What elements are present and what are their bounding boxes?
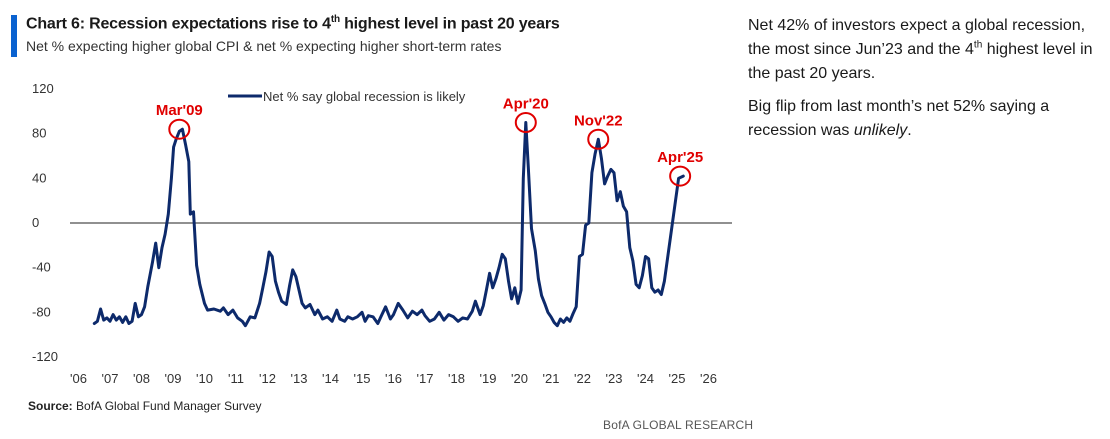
y-tick-label: 120 bbox=[32, 81, 54, 96]
peak-label: Apr'20 bbox=[503, 96, 549, 113]
chart-title: Chart 6: Recession expectations rise to … bbox=[26, 14, 560, 33]
x-tick-label: '13 bbox=[291, 371, 308, 386]
y-tick-label: -120 bbox=[32, 349, 58, 364]
commentary-paragraph-1: Net 42% of investors expect a global rec… bbox=[748, 17, 1093, 82]
x-tick-label: '11 bbox=[228, 371, 244, 386]
x-tick-label: '25 bbox=[669, 371, 686, 386]
x-tick-label: '14 bbox=[322, 371, 339, 386]
y-tick-label: -80 bbox=[32, 304, 51, 319]
peak-circle bbox=[514, 112, 537, 133]
x-tick-label: '24 bbox=[637, 371, 654, 386]
x-tick-label: '20 bbox=[511, 371, 528, 386]
peak-circle bbox=[587, 128, 610, 150]
x-tick-label: '22 bbox=[574, 371, 591, 386]
x-tick-label: '10 bbox=[196, 371, 213, 386]
x-tick-label: '16 bbox=[385, 371, 402, 386]
title-accent-bar bbox=[11, 15, 17, 57]
x-tick-label: '07 bbox=[102, 371, 119, 386]
y-tick-label: 0 bbox=[32, 215, 39, 230]
commentary-paragraph-2: Big flip from last month’s net 52% sayin… bbox=[748, 98, 1050, 139]
peak-label: Mar'09 bbox=[156, 102, 203, 119]
x-tick-label: '21 bbox=[543, 371, 560, 386]
brand-footer: BofA GLOBAL RESEARCH bbox=[603, 418, 754, 432]
y-tick-label: 40 bbox=[32, 170, 46, 185]
x-tick-label: '09 bbox=[165, 371, 182, 386]
recession-expectations-chart: 120 80 40 0 -40 -80 -120 '06 '07 '08 '09 '10 '11 '12 '… bbox=[32, 81, 732, 386]
x-tick-label: '12 bbox=[259, 371, 276, 386]
series-line-recession-likely bbox=[92, 121, 685, 328]
chart-subtitle: Net % expecting higher global CPI & net … bbox=[26, 38, 502, 54]
x-tick-label: '26 bbox=[700, 371, 717, 386]
y-tick-label: 80 bbox=[32, 126, 46, 141]
peak-circle bbox=[168, 118, 191, 140]
peak-label: Nov'22 bbox=[574, 112, 623, 129]
x-tick-label: '15 bbox=[354, 371, 371, 386]
y-tick-label: -40 bbox=[32, 260, 51, 275]
commentary-panel: Net 42% of investors expect a global rec… bbox=[748, 14, 1104, 152]
x-tick-label: '08 bbox=[133, 371, 150, 386]
x-tick-label: '18 bbox=[448, 371, 465, 386]
x-tick-label: '23 bbox=[606, 371, 623, 386]
source-note: Source: BofA Global Fund Manager Survey bbox=[28, 399, 262, 413]
peak-label: Apr'25 bbox=[657, 149, 703, 166]
x-tick-label: '19 bbox=[480, 371, 497, 386]
x-tick-label: '06 bbox=[70, 371, 87, 386]
legend-label: Net % say global recession is likely bbox=[263, 89, 466, 104]
x-tick-label: '17 bbox=[417, 371, 434, 386]
peak-circle bbox=[669, 165, 692, 187]
